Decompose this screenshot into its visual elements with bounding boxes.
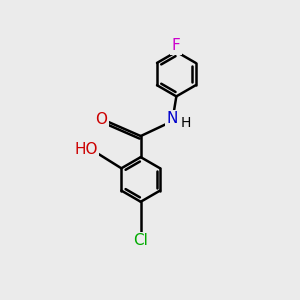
Text: O: O <box>95 112 107 127</box>
Text: H: H <box>181 116 191 130</box>
Text: N: N <box>167 111 178 126</box>
Text: Cl: Cl <box>133 233 148 248</box>
Text: HO: HO <box>74 142 98 157</box>
Text: F: F <box>172 38 181 53</box>
